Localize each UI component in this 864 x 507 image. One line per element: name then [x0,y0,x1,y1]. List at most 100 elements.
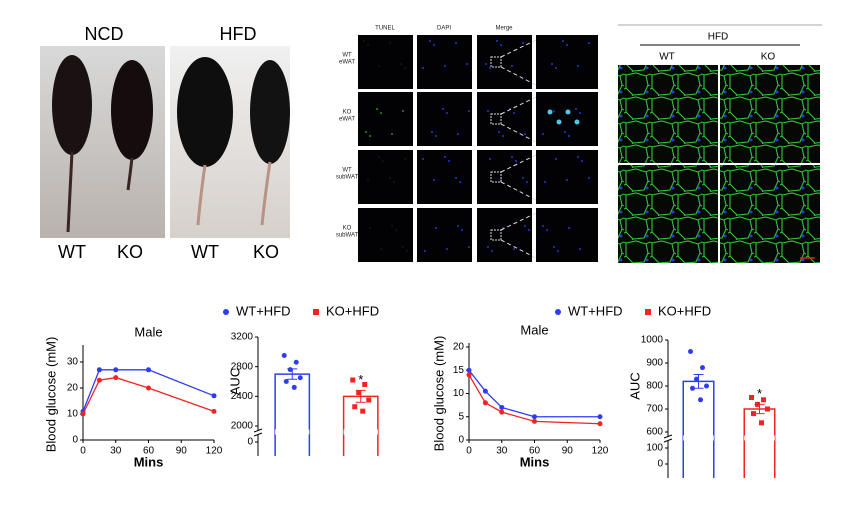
point [113,367,119,373]
nucleus [579,248,581,250]
row-label: KO [343,110,352,116]
nucleus [485,63,487,65]
nucleus [446,112,448,114]
point [688,349,693,354]
micrograph [358,92,413,146]
chart-title: Male [520,322,548,337]
histology-title: HFD [708,32,729,43]
point [211,408,217,414]
x-axis-label: Mins [134,454,164,469]
point [297,375,303,381]
point [352,404,358,410]
column-label: KO [761,52,776,63]
nucleus [461,229,463,231]
nucleus [522,177,524,179]
nucleus [369,227,371,229]
nucleus [544,181,546,183]
histology-panel: HFD WT KO [618,24,822,263]
point [755,401,760,407]
tunel-panel: TUNEL DAPI Merge WTeWATKOeWATWTsubWATKOs… [336,26,598,262]
nucleus [568,227,570,229]
nucleus [581,160,583,162]
micrograph [417,35,472,89]
nucleus [435,135,437,137]
nucleus [391,225,393,227]
point [283,379,289,384]
nucleus [502,135,504,137]
bar [342,395,379,456]
photo-panel: NCD HFD WT KO WT KO [40,24,290,262]
micrograph [477,150,532,204]
y-tick-label: 600 [646,427,663,438]
point [293,359,299,365]
y-tick-label: 3200 [231,332,254,343]
nucleus [513,248,515,250]
genotype-label: KO [117,242,143,262]
nucleus [380,248,382,250]
point [356,390,362,396]
nucleus [400,63,402,65]
micrograph [720,165,820,263]
nucleus [487,110,489,112]
legend-label: KO+HFD [658,303,711,318]
nucleus [393,181,395,183]
zoom-box [490,56,502,68]
point [765,406,770,412]
point [597,414,603,420]
row-label: eWAT [339,60,355,66]
y-axis-label: AUC [227,368,242,395]
nucleus [555,67,557,69]
nucleus [522,42,524,44]
nucleus [524,133,526,135]
legend-label: KO+HFD [326,303,379,318]
micrograph [358,208,413,262]
point [366,397,372,403]
micrograph [618,65,718,163]
nucleus [566,44,568,46]
genotype-label: WT [58,242,86,262]
column-label: DAPI [437,26,451,32]
y-tick-label: 20 [453,342,465,353]
nucleus [577,156,579,158]
nucleus [404,67,406,69]
nucleus [511,156,513,158]
nucleus [498,131,500,133]
nucleus [431,131,433,133]
bar [743,408,776,478]
micrograph [536,150,598,204]
row-label: KO [343,226,352,232]
nucleus [466,63,468,65]
nucleus [562,40,564,42]
y-axis-label: Blood glucose (mM) [431,336,446,452]
nucleus [568,135,570,137]
y-tick-label: 30 [67,357,79,368]
y-tick-label: 10 [453,388,465,399]
nucleus [577,65,579,67]
x-axis-label: Mins [520,454,550,469]
micrograph [417,150,472,204]
micrograph [417,92,472,146]
point [211,393,217,399]
row-label: subWAT [336,175,359,181]
nucleus [542,133,544,135]
mouse [177,57,233,167]
point [482,388,488,394]
nucleus [363,40,365,42]
nucleus [389,42,391,44]
zoom-box [490,229,502,241]
point [80,411,86,417]
micrograph [358,35,413,89]
legend-marker [555,309,561,315]
legend-marker [645,309,651,315]
nucleus [553,246,555,248]
row-label: WT [342,168,352,174]
x-tick-label: 0 [466,446,472,457]
series-line [468,369,600,418]
y-tick-label: 2800 [231,361,254,372]
nucleus [391,133,393,135]
charts: 0 10 20 30 0 30 60 90 120 Male Mins Blood glucose (… [43,303,776,478]
micrograph [477,92,532,146]
nucleus [402,110,404,112]
nucleus [378,156,380,158]
